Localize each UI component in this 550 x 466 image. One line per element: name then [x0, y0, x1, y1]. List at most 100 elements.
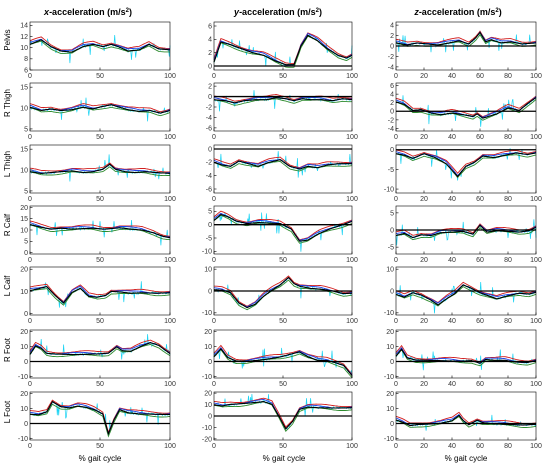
x-tick-label: 0: [28, 257, 32, 264]
y-tick-label: 2: [208, 50, 212, 57]
x-tick-label: 20: [420, 318, 428, 325]
x-tick-label: 80: [504, 443, 512, 450]
row-label-l-calf: L Calf: [3, 275, 12, 296]
y-tick-label: 20: [386, 329, 394, 336]
y-tick-label: -6: [206, 186, 212, 193]
red-trace: [395, 95, 537, 118]
x-tick-label: 0: [28, 134, 32, 141]
x-tick-label: 0: [212, 134, 216, 141]
mean-trace: [29, 39, 171, 53]
green-trace: [213, 160, 353, 172]
mean-trace: [29, 104, 171, 114]
x-tick-label: 60: [476, 134, 484, 141]
y-tick-label: -10: [18, 374, 28, 381]
x-tick-label: 100: [164, 257, 176, 264]
green-trace: [29, 224, 171, 241]
x-axis-label-col3: % gait cycle: [445, 454, 488, 463]
x-tick-label: 0: [212, 381, 216, 388]
y-tick-label: -4: [206, 173, 212, 180]
green-trace: [29, 403, 171, 438]
y-tick-label: -5: [206, 235, 212, 242]
mean-trace: [213, 401, 352, 430]
y-tick-label: 10: [20, 406, 28, 413]
y-tick-label: -10: [202, 425, 212, 432]
y-tick-label: 15: [20, 147, 28, 154]
x-tick-label: 50: [279, 381, 287, 388]
x-tick-label: 20: [420, 381, 428, 388]
mean-trace: [29, 342, 171, 356]
y-tick-label: 10: [204, 402, 212, 409]
y-tick-label: 10: [386, 406, 394, 413]
y-tick-label: 5: [24, 239, 28, 246]
axes-frame: [395, 82, 537, 132]
y-tick-label: 4: [208, 37, 212, 44]
x-tick-label: 50: [96, 196, 104, 203]
x-tick-label: 40: [448, 318, 456, 325]
y-tick-label: 2: [390, 100, 394, 107]
raw-trace: [395, 281, 537, 314]
x-tick-label: 100: [530, 73, 542, 80]
green-trace: [213, 349, 353, 378]
red-trace: [213, 210, 353, 241]
red-trace: [29, 103, 171, 113]
y-tick-label: 5: [24, 188, 28, 195]
axes-frame: [395, 144, 537, 194]
green-trace: [395, 153, 537, 179]
y-tick-label: -2: [388, 54, 394, 61]
y-tick-label: 5: [390, 210, 394, 217]
y-tick-label: -6: [206, 125, 212, 132]
x-tick-label: 0: [212, 318, 216, 325]
panel-l-thigh-x: 5 10 15 0 50 100: [20, 144, 176, 203]
column-title-x: x-acceleration (m/s2): [43, 7, 132, 17]
y-tick-label: 0: [390, 147, 394, 154]
x-tick-label: 100: [164, 318, 176, 325]
x-tick-label: 50: [279, 257, 287, 264]
red-trace: [213, 397, 353, 428]
y-tick-label: -2: [206, 160, 212, 167]
red-trace: [29, 399, 171, 434]
y-tick-label: 10: [20, 167, 28, 174]
y-tick-label: -2: [206, 104, 212, 111]
x-tick-label: 80: [504, 73, 512, 80]
x-axis-label-col1: % gait cycle: [79, 454, 122, 463]
x-tick-label: 0: [394, 134, 398, 141]
y-tick-label: -10: [384, 374, 394, 381]
x-tick-label: 0: [28, 196, 32, 203]
red-trace: [29, 220, 171, 237]
blue-trace: [213, 32, 353, 66]
x-tick-label: 0: [212, 73, 216, 80]
x-tick-label: 0: [394, 443, 398, 450]
x-tick-label: 50: [96, 443, 104, 450]
y-tick-label: 0: [24, 421, 28, 428]
x-tick-label: 40: [448, 257, 456, 264]
mean-trace: [29, 400, 170, 436]
x-tick-label: 0: [394, 196, 398, 203]
y-tick-label: 10: [20, 289, 28, 296]
x-tick-label: 100: [164, 443, 176, 450]
row-label-r-thigh: R Thigh: [3, 89, 12, 117]
y-tick-label: 20: [20, 205, 28, 212]
y-tick-label: 0: [208, 146, 212, 153]
y-tick-label: 20: [386, 391, 394, 398]
x-tick-label: 0: [212, 443, 216, 450]
y-tick-label: 0: [24, 359, 28, 366]
green-trace: [395, 349, 537, 367]
y-tick-label: 20: [20, 267, 28, 274]
x-tick-label: 0: [394, 257, 398, 264]
column-titles: x-acceleration (m/s2) y-acceleration (m/…: [43, 7, 502, 17]
raw-trace: [29, 219, 170, 246]
row-label-r-calf: R Calf: [3, 213, 12, 236]
x-tick-label: 60: [476, 381, 484, 388]
panel-pelvis-x: 6 8 10 12 14 0 50 100: [20, 21, 176, 80]
x-tick-label: 20: [420, 443, 428, 450]
y-tick-label: 0: [208, 63, 212, 70]
y-tick-label: 0: [208, 288, 212, 295]
row-label-l-foot: L Foot: [3, 400, 12, 423]
y-tick-label: -2: [388, 117, 394, 124]
x-tick-label: 40: [448, 134, 456, 141]
x-tick-label: 100: [530, 443, 542, 450]
x-tick-label: 40: [448, 196, 456, 203]
y-tick-label: 0: [208, 413, 212, 420]
